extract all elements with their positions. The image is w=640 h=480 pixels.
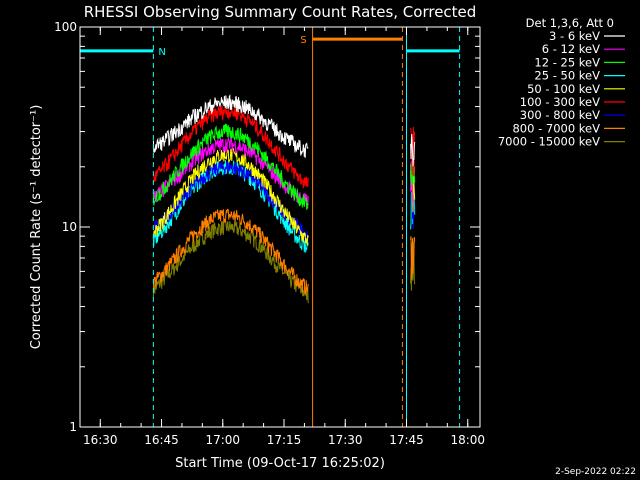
night-label: N [158, 47, 165, 58]
legend-label: 100 - 300 keV [520, 95, 600, 109]
series-short-7 [410, 236, 416, 280]
x-tick-label: 17:45 [389, 433, 424, 447]
series-line-8 [152, 218, 309, 304]
annotation-layer: NS [80, 27, 461, 427]
legend-label: 12 - 25 keV [534, 55, 600, 69]
x-tick-label: 17:30 [328, 433, 363, 447]
x-axis: 16:30 16:45 17:00 17:15 17:30 17:45 18:00 [83, 27, 485, 447]
x-axis-label: Start Time (09-Oct-17 16:25:02) [175, 456, 385, 471]
legend-label: 50 - 100 keV [527, 82, 600, 96]
legend-label: 300 - 800 keV [520, 108, 600, 122]
x-tick-label: 16:45 [144, 433, 179, 447]
series-short-0 [410, 133, 416, 167]
x-tick-label: 17:15 [267, 433, 302, 447]
legend-label: 3 - 6 keV [549, 29, 600, 43]
series-short-8 [410, 241, 416, 291]
legend-label: 7000 - 15000 keV [498, 135, 600, 149]
generation-timestamp: 2-Sep-2022 02:22 [555, 467, 636, 477]
x-tick-label: 17:00 [205, 433, 240, 447]
series-line-4 [152, 147, 309, 246]
y-tick-label: 1 [69, 420, 77, 434]
legend-label: 25 - 50 keV [534, 69, 600, 83]
legend-title: Det 1,3,6, Att 0 [526, 16, 614, 30]
y-tick-label: 100 [54, 20, 77, 34]
plot-layer [152, 94, 416, 304]
legend-label: 800 - 7000 keV [512, 121, 600, 135]
series-line-3 [152, 160, 309, 253]
y-tick-label: 10 [62, 220, 77, 234]
legend-label: 6 - 12 keV [542, 42, 600, 56]
chart-title: RHESSI Observing Summary Count Rates, Co… [84, 3, 477, 21]
x-tick-label: 18:00 [450, 433, 485, 447]
series-line-0 [152, 94, 309, 158]
series-line-7 [152, 208, 309, 295]
series-line-2 [152, 123, 309, 211]
y-axis-label: Corrected Count Rate (s⁻¹ detector⁻¹) [29, 105, 44, 350]
x-tick-label: 16:30 [83, 433, 118, 447]
y-axis: 1 10 100 [54, 20, 480, 434]
series-line-5 [152, 104, 309, 189]
saa-label: S [300, 35, 306, 46]
